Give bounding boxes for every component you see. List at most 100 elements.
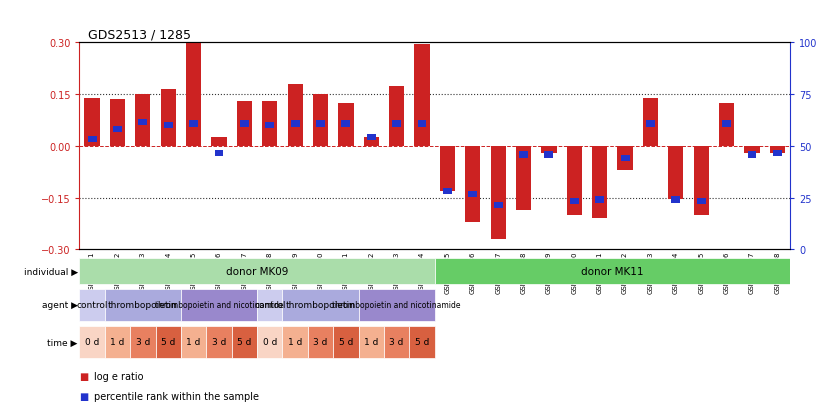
Text: thrombopoietin and nicotinamide: thrombopoietin and nicotinamide <box>155 301 283 309</box>
Bar <box>161 90 176 147</box>
FancyBboxPatch shape <box>181 289 257 321</box>
Text: 5 d: 5 d <box>339 338 353 347</box>
Bar <box>135 95 150 147</box>
FancyBboxPatch shape <box>206 326 232 358</box>
Bar <box>465 147 481 222</box>
Text: thrombopoietin: thrombopoietin <box>286 301 355 309</box>
Bar <box>110 100 125 147</box>
FancyBboxPatch shape <box>130 326 155 358</box>
Bar <box>671 197 681 203</box>
Bar <box>440 147 455 191</box>
Text: 5 d: 5 d <box>415 338 429 347</box>
Bar <box>240 121 249 127</box>
FancyBboxPatch shape <box>334 326 359 358</box>
Bar <box>212 138 227 147</box>
Text: 0 d: 0 d <box>85 338 99 347</box>
Text: control: control <box>76 301 108 309</box>
Text: 5 d: 5 d <box>237 338 252 347</box>
Text: individual ▶: individual ▶ <box>23 267 78 276</box>
Bar <box>544 152 553 158</box>
Bar <box>364 138 379 147</box>
Text: 0 d: 0 d <box>263 338 277 347</box>
Text: GDS2513 / 1285: GDS2513 / 1285 <box>88 28 191 41</box>
Bar <box>263 102 278 147</box>
Text: 3 d: 3 d <box>390 338 404 347</box>
Text: 3 d: 3 d <box>314 338 328 347</box>
Bar <box>288 85 303 147</box>
Bar <box>542 147 557 154</box>
Bar <box>719 104 734 147</box>
Text: 3 d: 3 d <box>135 338 150 347</box>
FancyBboxPatch shape <box>232 326 257 358</box>
Text: 1 d: 1 d <box>364 338 379 347</box>
Bar <box>88 137 96 143</box>
Bar <box>237 102 252 147</box>
FancyBboxPatch shape <box>359 289 435 321</box>
Bar <box>367 135 375 141</box>
Text: ■: ■ <box>79 371 89 381</box>
FancyBboxPatch shape <box>79 289 104 321</box>
FancyBboxPatch shape <box>104 326 130 358</box>
Text: log e ratio: log e ratio <box>94 371 144 381</box>
Text: time ▶: time ▶ <box>48 338 78 347</box>
FancyBboxPatch shape <box>283 326 308 358</box>
Bar <box>722 121 731 127</box>
Bar <box>415 45 430 147</box>
Text: control: control <box>254 301 286 309</box>
FancyBboxPatch shape <box>257 289 283 321</box>
Bar <box>696 199 706 205</box>
Text: percentile rank within the sample: percentile rank within the sample <box>94 392 259 401</box>
FancyBboxPatch shape <box>435 259 790 284</box>
Bar <box>567 147 582 216</box>
FancyBboxPatch shape <box>257 326 283 358</box>
Bar <box>618 147 633 171</box>
Bar <box>519 152 528 158</box>
Bar <box>265 123 274 129</box>
Bar <box>643 98 658 147</box>
FancyBboxPatch shape <box>181 326 206 358</box>
Bar <box>291 121 299 127</box>
Bar <box>341 121 350 127</box>
Bar <box>646 121 655 127</box>
FancyBboxPatch shape <box>359 326 384 358</box>
Bar <box>773 150 782 157</box>
Bar <box>491 147 506 240</box>
Bar <box>770 147 785 154</box>
Bar <box>392 121 401 127</box>
Text: ■: ■ <box>79 392 89 401</box>
Text: donor MK09: donor MK09 <box>226 266 288 276</box>
FancyBboxPatch shape <box>308 326 334 358</box>
Bar <box>570 199 579 205</box>
FancyBboxPatch shape <box>79 259 435 284</box>
FancyBboxPatch shape <box>155 326 181 358</box>
Bar <box>494 202 502 208</box>
Bar <box>186 43 201 147</box>
Text: agent ▶: agent ▶ <box>42 301 78 309</box>
Text: thrombopoietin: thrombopoietin <box>108 301 178 309</box>
Bar <box>516 147 531 210</box>
Bar <box>443 188 451 195</box>
Text: thrombopoietin and nicotinamide: thrombopoietin and nicotinamide <box>333 301 461 309</box>
Bar <box>595 197 604 203</box>
Bar <box>215 150 223 157</box>
Bar <box>694 147 709 216</box>
Text: donor MK11: donor MK11 <box>581 266 644 276</box>
FancyBboxPatch shape <box>384 326 410 358</box>
Bar <box>113 126 122 133</box>
Text: 5 d: 5 d <box>161 338 176 347</box>
Bar <box>316 121 325 127</box>
FancyBboxPatch shape <box>104 289 181 321</box>
Text: 1 d: 1 d <box>186 338 201 347</box>
Bar <box>668 147 684 200</box>
Bar <box>189 121 198 127</box>
Bar <box>313 95 328 147</box>
Bar <box>744 147 760 154</box>
FancyBboxPatch shape <box>283 289 359 321</box>
Bar <box>164 123 173 129</box>
Bar <box>620 156 630 162</box>
Bar <box>139 119 147 126</box>
Text: 3 d: 3 d <box>212 338 227 347</box>
FancyBboxPatch shape <box>410 326 435 358</box>
Bar <box>418 121 426 127</box>
Bar <box>468 192 477 198</box>
